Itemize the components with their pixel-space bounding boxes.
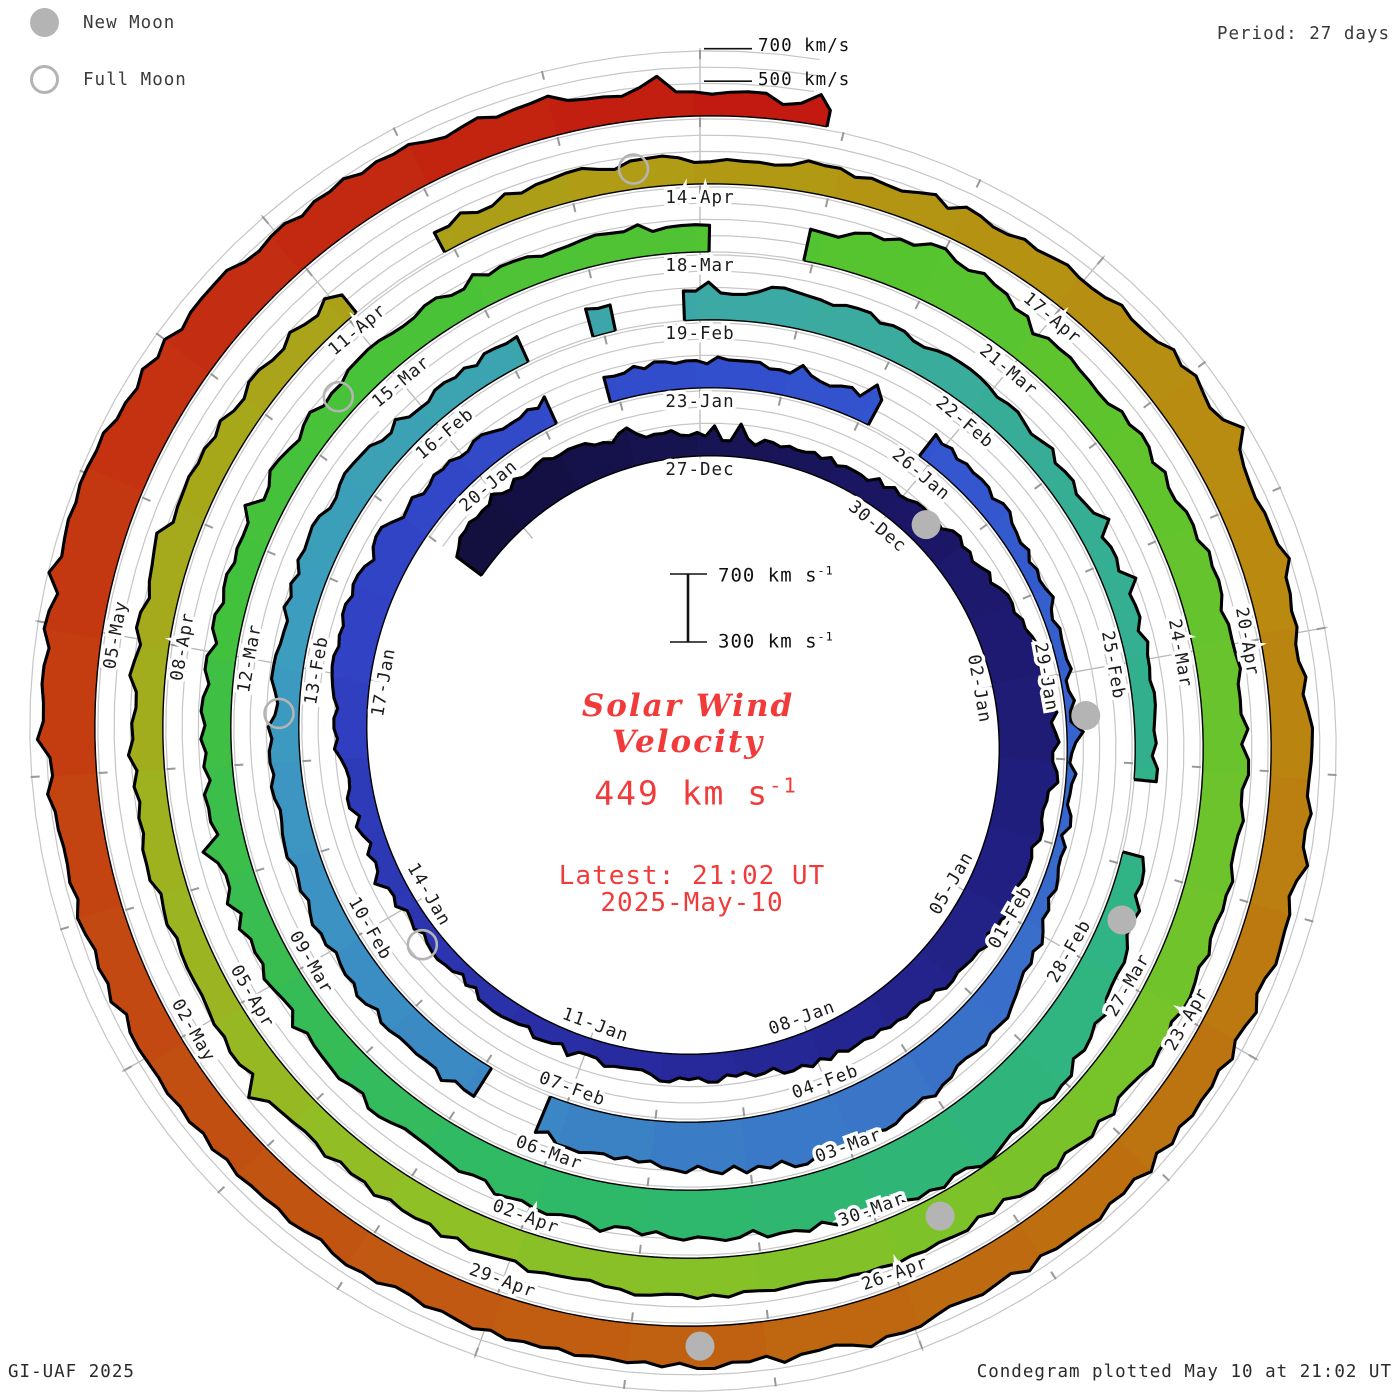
- period-label: Period: 27 days: [1216, 24, 1390, 44]
- new-moon-icon: [30, 8, 59, 37]
- new-moon-marker: [685, 1331, 715, 1361]
- legend-new-moon: New Moon: [30, 8, 175, 37]
- center-scale-300: 300 km s-1: [718, 629, 834, 653]
- date-label: 19-Feb: [665, 324, 734, 344]
- outer-scale-700: 700 km/s: [758, 36, 851, 56]
- date-label: 18-Mar: [665, 256, 734, 276]
- chart-title-line2: Velocity: [611, 724, 765, 760]
- full-moon-label: Full Moon: [83, 69, 187, 90]
- latest-time-line: Latest: 21:02 UT: [558, 861, 826, 891]
- chart-title-line1: Solar Wind: [581, 688, 795, 724]
- new-moon-label: New Moon: [83, 12, 176, 33]
- plotted-label: Condegram plotted May 10 at 21:02 UT: [976, 1362, 1392, 1382]
- date-label: 14-Apr: [665, 188, 734, 208]
- credit-label: GI-UAF 2025: [8, 1362, 135, 1382]
- new-moon-marker: [1107, 905, 1137, 935]
- current-velocity-value: 449 km s-1: [594, 773, 798, 813]
- full-moon-marker: [263, 697, 295, 730]
- legend-full-moon: Full Moon: [30, 65, 187, 94]
- full-moon-marker: [617, 153, 650, 185]
- latest-date-line: 2025-May-10: [600, 888, 784, 918]
- full-moon-icon: [30, 65, 59, 94]
- date-label: 23-Jan: [665, 392, 734, 412]
- new-moon-marker: [925, 1201, 955, 1231]
- center-scale-700: 700 km s-1: [718, 563, 834, 587]
- new-moon-marker: [1071, 701, 1101, 731]
- new-moon-marker: [911, 510, 941, 540]
- full-moon-marker: [322, 380, 355, 413]
- outer-scale-500: 500 km/s: [758, 70, 851, 90]
- date-label: 27-Dec: [665, 460, 734, 480]
- full-moon-marker: [406, 928, 439, 961]
